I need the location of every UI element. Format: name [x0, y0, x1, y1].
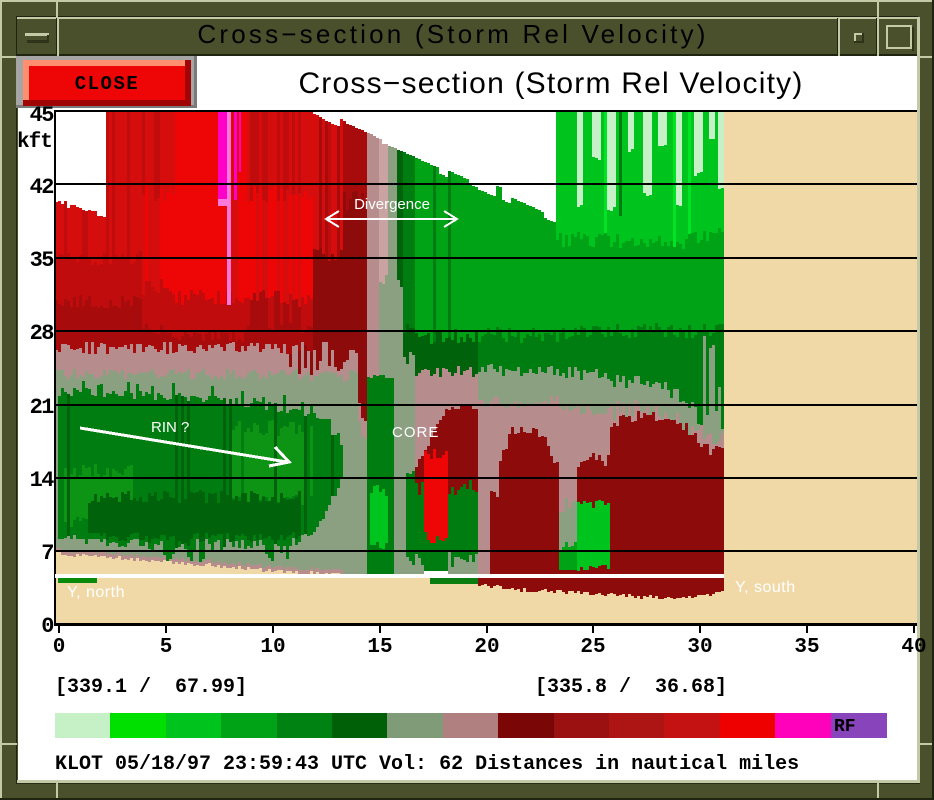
svg-text:28: 28 — [30, 321, 55, 346]
svg-text:RF: RF — [834, 717, 856, 737]
svg-text:KLOT 05/18/97 23:59:43 UTC Vol: KLOT 05/18/97 23:59:43 UTC Vol: 62 Dista… — [55, 753, 799, 776]
svg-text:20: 20 — [474, 636, 499, 659]
svg-text:35: 35 — [794, 636, 819, 659]
svg-text:14: 14 — [30, 468, 55, 493]
svg-text:Y, north: Y, north — [67, 584, 125, 601]
svg-text:25: 25 — [580, 636, 605, 659]
svg-text:CORE: CORE — [392, 424, 439, 441]
svg-text:40: 40 — [901, 636, 926, 659]
svg-text:0: 0 — [53, 636, 66, 659]
svg-text:[335.8 / 36.68]: [335.8 / 36.68] — [535, 676, 727, 699]
svg-text:10: 10 — [260, 636, 285, 659]
svg-text:Cross−section (Storm Rel Veloc: Cross−section (Storm Rel Velocity) — [298, 67, 803, 100]
svg-text:Divergence: Divergence — [354, 196, 430, 213]
svg-text:7: 7 — [41, 541, 53, 566]
svg-text:30: 30 — [687, 636, 712, 659]
svg-text:CLOSE: CLOSE — [75, 73, 140, 95]
svg-text:Cross−section (Storm Rel Veloc: Cross−section (Storm Rel Velocity) — [197, 19, 708, 49]
svg-text:kft: kft — [17, 131, 52, 154]
svg-text:[339.1 / 67.99]: [339.1 / 67.99] — [55, 676, 247, 699]
svg-text:15: 15 — [367, 636, 392, 659]
svg-text:45: 45 — [30, 103, 55, 128]
svg-text:21: 21 — [30, 395, 55, 420]
svg-text:5: 5 — [160, 636, 173, 659]
svg-text:RIN ?: RIN ? — [151, 419, 189, 436]
svg-text:0: 0 — [41, 614, 53, 639]
svg-text:Y, south: Y, south — [735, 579, 796, 596]
svg-text:35: 35 — [30, 248, 55, 273]
svg-text:42: 42 — [30, 175, 54, 200]
